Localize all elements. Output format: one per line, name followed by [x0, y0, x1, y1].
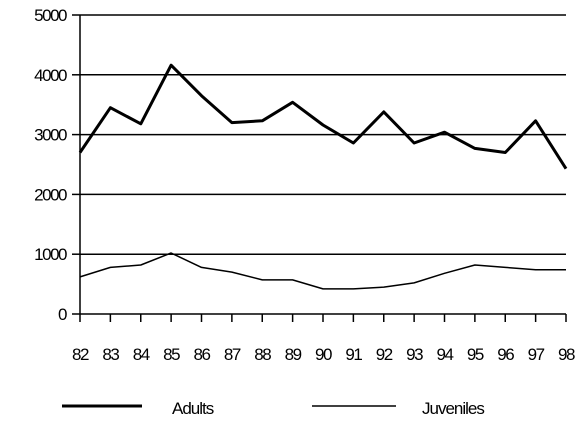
series-line-adults	[78, 63, 568, 170]
x-tick-labels: 82 83 84 85 86 87 88 89 90 91 92 93 94 95 96 97 98	[72, 345, 576, 364]
x-tick-label: 82	[72, 345, 89, 364]
data-series	[78, 63, 568, 290]
y-tick-label: 0	[58, 305, 67, 324]
x-tick-label: 89	[285, 345, 302, 364]
legend-label-adults: Adults	[172, 399, 214, 418]
x-tick-label: 86	[194, 345, 211, 364]
y-tick-label: 4000	[34, 66, 67, 85]
x-tick-label: 90	[315, 345, 332, 364]
x-tick-label: 97	[528, 345, 545, 364]
legend-label-juveniles: Juveniles	[422, 399, 484, 418]
y-tick-label: 2000	[34, 185, 67, 204]
x-tick-label: 95	[467, 345, 484, 364]
y-tick-labels: 0 1000 2000 3000 4000 5000	[34, 6, 68, 324]
x-tick-label: 83	[102, 345, 119, 364]
y-tick-label: 5000	[34, 6, 67, 25]
grid-lines	[80, 14, 566, 255]
x-tick-label: 93	[406, 345, 423, 364]
x-tick-label: 91	[345, 345, 362, 364]
series-line-juveniles	[79, 252, 566, 290]
x-tick-label: 92	[376, 345, 393, 364]
x-tick-label: 87	[224, 345, 241, 364]
x-tick-label: 98	[558, 345, 575, 364]
x-tick-label: 96	[497, 345, 514, 364]
legend: Adults Juveniles	[62, 399, 485, 418]
x-tick-label: 84	[133, 345, 150, 364]
y-tick-label: 1000	[34, 245, 67, 264]
y-tick-label: 3000	[34, 126, 67, 145]
axes	[72, 14, 567, 322]
x-tick-label: 88	[254, 345, 271, 364]
x-tick-label: 94	[437, 345, 454, 364]
x-tick-label: 85	[163, 345, 180, 364]
